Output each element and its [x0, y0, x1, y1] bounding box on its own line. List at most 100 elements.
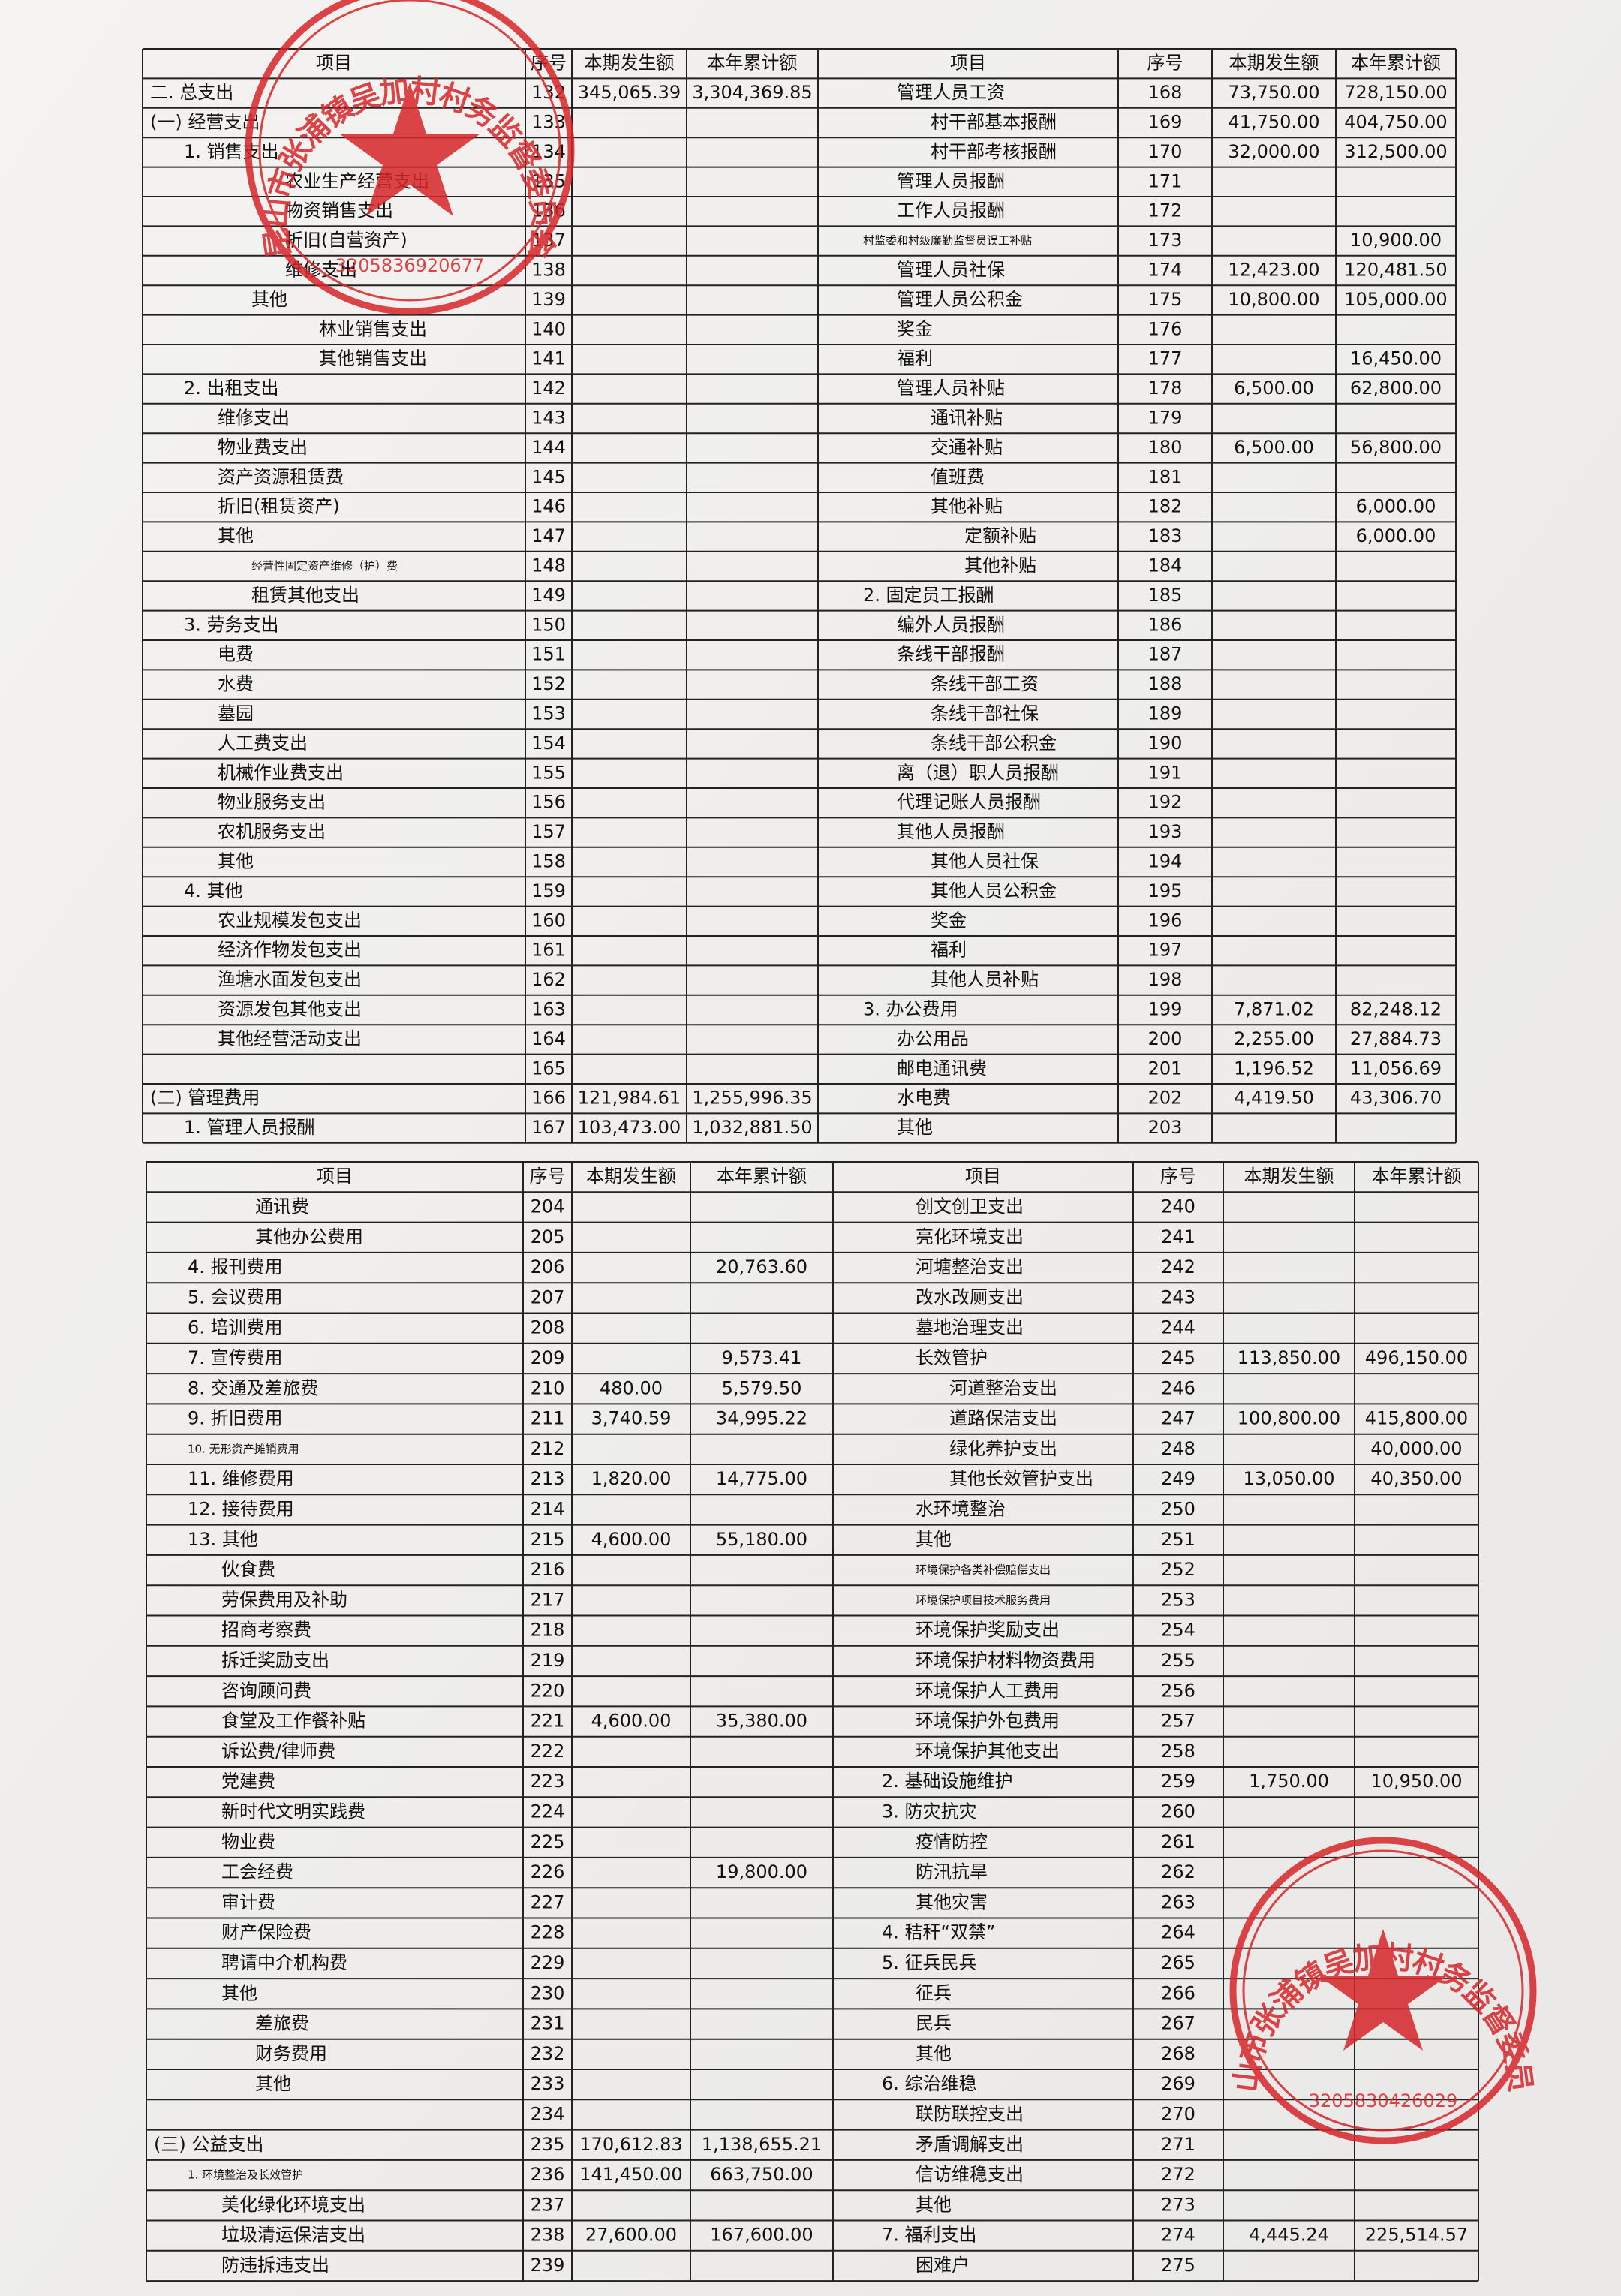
item-label: (一) 经营支出 [150, 112, 260, 133]
item-label: 福利 [931, 940, 967, 961]
item-label: 环境保护人工费用 [916, 1680, 1060, 1701]
row-number: 242 [1161, 1256, 1195, 1277]
item-label: 拆迁奖励支出 [221, 1650, 329, 1671]
item-label: 4. 报刊费用 [188, 1256, 283, 1277]
amount: 10,900.00 [1350, 230, 1442, 251]
item-label: 资源发包其他支出 [218, 999, 362, 1020]
amount: 480.00 [600, 1377, 663, 1398]
row-number: 253 [1161, 1589, 1195, 1610]
row-number: 224 [531, 1801, 565, 1822]
item-label: 折旧(自营资产) [285, 230, 408, 251]
stamp-code: 3205830426029 [1309, 2090, 1458, 2111]
item-label: 条线干部社保 [931, 703, 1039, 724]
item-label: 3. 防灾抗灾 [882, 1801, 977, 1822]
item-label: 人工费支出 [218, 733, 308, 754]
row-number: 261 [1161, 1831, 1195, 1852]
column-header: 本年累计额 [1351, 53, 1441, 74]
item-label: 维修支出 [218, 408, 290, 429]
item-label: 10. 无形资产摊销费用 [188, 1442, 299, 1455]
item-label: 美化绿化环境支出 [221, 2194, 365, 2215]
amount: 4,600.00 [591, 1529, 672, 1550]
row-number: 210 [531, 1377, 565, 1398]
amount: 14,775.00 [716, 1468, 807, 1489]
amount: 728,150.00 [1344, 82, 1447, 103]
row-number: 245 [1161, 1347, 1195, 1368]
row-number: 257 [1161, 1711, 1195, 1732]
item-label: 管理人员工资 [897, 82, 1005, 103]
row-number: 266 [1161, 1982, 1195, 2003]
amount: 7,871.02 [1234, 999, 1314, 1020]
row-number: 239 [531, 2255, 565, 2276]
row-number: 153 [531, 703, 566, 724]
row-number: 238 [531, 2225, 565, 2246]
row-number: 241 [1161, 1226, 1195, 1247]
row-number: 237 [531, 2194, 565, 2215]
item-label: 1. 销售支出 [184, 141, 279, 162]
row-number: 169 [1148, 112, 1183, 133]
column-header: 序号 [1147, 53, 1183, 74]
item-label: 3. 劳务支出 [184, 614, 279, 635]
row-number: 149 [531, 585, 566, 606]
amount: 62,800.00 [1350, 378, 1442, 399]
item-label: 管理人员社保 [897, 260, 1005, 281]
item-label: 联防联控支出 [916, 2103, 1024, 2124]
item-label: 新时代文明实践费 [221, 1801, 365, 1822]
item-label: 机械作业费支出 [218, 762, 344, 783]
item-label: 2. 固定员工报酬 [863, 585, 994, 606]
item-label: 定额补贴 [964, 525, 1036, 546]
row-number: 141 [531, 348, 566, 369]
item-label: 6. 培训费用 [188, 1317, 283, 1338]
row-number: 160 [531, 910, 566, 931]
row-number: 145 [531, 466, 566, 487]
amount: 103,473.00 [578, 1117, 681, 1138]
item-label: 其他 [897, 1117, 933, 1138]
row-number: 170 [1148, 141, 1183, 162]
amount: 105,000.00 [1344, 289, 1447, 310]
item-label: 其他补贴 [931, 496, 1003, 517]
amount: 73,750.00 [1228, 82, 1319, 103]
row-number: 207 [531, 1286, 565, 1307]
item-label: 编外人员报酬 [897, 614, 1005, 635]
amount: 16,450.00 [1350, 348, 1442, 369]
row-number: 166 [531, 1088, 566, 1109]
item-label: 长效管护 [916, 1347, 988, 1368]
row-number: 183 [1148, 525, 1183, 546]
item-label: 矛盾调解支出 [916, 2134, 1024, 2155]
item-label: 租赁其他支出 [251, 585, 359, 606]
row-number: 271 [1161, 2134, 1195, 2155]
row-number: 258 [1161, 1741, 1195, 1762]
item-label: 7. 福利支出 [882, 2225, 977, 2246]
item-label: 条线干部工资 [931, 673, 1039, 694]
row-number: 267 [1161, 2013, 1195, 2034]
item-label: 办公用品 [897, 1028, 969, 1049]
amount: 1,138,655.21 [702, 2134, 822, 2155]
item-label: 防违拆违支出 [221, 2255, 329, 2276]
item-label: 征兵 [916, 1982, 952, 2003]
row-number: 150 [531, 614, 566, 635]
item-label: 财务费用 [255, 2043, 327, 2064]
item-label: 9. 折旧费用 [188, 1408, 283, 1429]
item-label: 其他人员补贴 [931, 969, 1039, 990]
item-label: (二) 管理费用 [150, 1088, 260, 1109]
amount: 415,800.00 [1365, 1408, 1468, 1429]
row-number: 265 [1161, 1952, 1195, 1973]
item-label: 创文创卫支出 [916, 1196, 1024, 1217]
item-label: 管理人员补贴 [897, 378, 1005, 399]
amount: 6,500.00 [1234, 378, 1314, 399]
amount: 6,500.00 [1234, 437, 1314, 458]
row-number: 256 [1161, 1680, 1195, 1701]
row-number: 219 [531, 1650, 565, 1671]
row-number: 188 [1148, 673, 1183, 694]
item-label: 林业销售支出 [319, 318, 427, 339]
amount: 312,500.00 [1344, 141, 1447, 162]
amount: 113,850.00 [1238, 1347, 1340, 1368]
row-number: 143 [531, 408, 566, 429]
row-number: 244 [1161, 1317, 1195, 1338]
amount: 3,304,369.85 [692, 82, 812, 103]
row-number: 272 [1161, 2164, 1195, 2185]
item-label: 离（退）职人员报酬 [897, 762, 1059, 783]
amount: 4,445.24 [1249, 2225, 1329, 2246]
amount: 1,032,881.50 [692, 1117, 812, 1138]
column-header: 项目 [317, 1166, 353, 1187]
row-number: 195 [1148, 880, 1183, 901]
